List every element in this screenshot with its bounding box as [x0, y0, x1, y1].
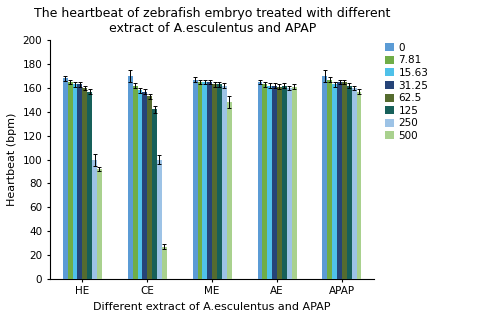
- Bar: [332, 85, 337, 279]
- Legend: 0, 7.81, 15.63, 31.25, 62.5, 125, 250, 500: 0, 7.81, 15.63, 31.25, 62.5, 125, 250, 5…: [383, 41, 431, 143]
- Bar: [137, 90, 143, 279]
- Bar: [192, 80, 198, 279]
- Bar: [68, 82, 72, 279]
- Bar: [277, 87, 282, 279]
- Title: The heartbeat of zebrafish embryo treated with different
extract of A.esculentus: The heartbeat of zebrafish embryo treate…: [34, 7, 390, 35]
- Bar: [342, 82, 347, 279]
- Bar: [87, 92, 92, 279]
- X-axis label: Different extract of A.esculentus and APAP: Different extract of A.esculentus and AP…: [94, 302, 331, 312]
- Bar: [198, 82, 203, 279]
- Bar: [267, 85, 272, 279]
- Bar: [323, 76, 327, 279]
- Bar: [337, 82, 342, 279]
- Bar: [152, 109, 157, 279]
- Bar: [97, 169, 102, 279]
- Bar: [227, 102, 232, 279]
- Bar: [272, 85, 277, 279]
- Bar: [207, 82, 212, 279]
- Bar: [147, 96, 152, 279]
- Y-axis label: Heartbeat (bpm): Heartbeat (bpm): [7, 113, 17, 206]
- Bar: [128, 76, 132, 279]
- Bar: [258, 82, 263, 279]
- Bar: [92, 160, 97, 279]
- Bar: [157, 160, 162, 279]
- Bar: [263, 85, 267, 279]
- Bar: [347, 85, 352, 279]
- Bar: [287, 88, 292, 279]
- Bar: [63, 78, 68, 279]
- Bar: [212, 85, 217, 279]
- Bar: [143, 92, 147, 279]
- Bar: [222, 85, 227, 279]
- Bar: [162, 247, 167, 279]
- Bar: [357, 92, 361, 279]
- Bar: [83, 88, 87, 279]
- Bar: [72, 85, 77, 279]
- Bar: [132, 85, 137, 279]
- Bar: [292, 87, 297, 279]
- Bar: [203, 82, 207, 279]
- Bar: [352, 88, 357, 279]
- Bar: [282, 85, 287, 279]
- Bar: [77, 85, 83, 279]
- Bar: [327, 80, 332, 279]
- Bar: [217, 85, 222, 279]
